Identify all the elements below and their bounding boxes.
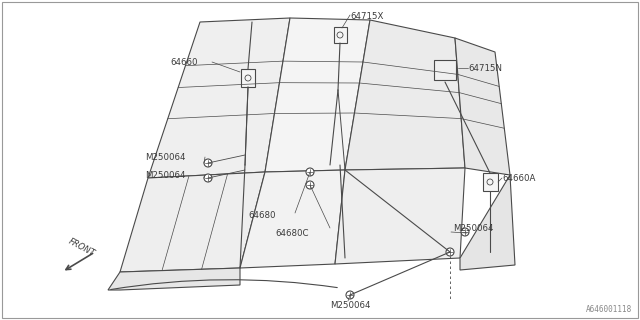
Polygon shape: [108, 268, 240, 290]
Polygon shape: [265, 18, 370, 172]
Circle shape: [204, 174, 212, 182]
Text: 64660A: 64660A: [502, 173, 536, 182]
Text: 64680C: 64680C: [275, 228, 308, 237]
Text: 64715N: 64715N: [468, 63, 502, 73]
Circle shape: [204, 159, 212, 167]
Polygon shape: [455, 38, 510, 175]
Circle shape: [446, 248, 454, 256]
Polygon shape: [120, 172, 265, 272]
Circle shape: [461, 228, 469, 236]
Circle shape: [306, 168, 314, 176]
Bar: [434, 60, 456, 80]
Text: 64660: 64660: [170, 58, 198, 67]
Text: 64715X: 64715X: [350, 12, 383, 21]
Polygon shape: [335, 168, 465, 264]
Text: 64680: 64680: [248, 211, 275, 220]
Polygon shape: [240, 170, 345, 268]
Polygon shape: [148, 18, 290, 178]
Bar: [333, 27, 346, 43]
Text: M250064: M250064: [453, 223, 493, 233]
Text: M250064: M250064: [330, 300, 371, 309]
Text: FRONT: FRONT: [67, 236, 97, 258]
Polygon shape: [345, 20, 465, 170]
Text: A646001118: A646001118: [586, 305, 632, 314]
Bar: [241, 69, 255, 87]
Circle shape: [346, 291, 354, 299]
Circle shape: [306, 181, 314, 189]
Polygon shape: [460, 175, 515, 270]
Bar: [483, 173, 497, 191]
Text: M250064: M250064: [145, 153, 186, 162]
Text: M250064: M250064: [145, 171, 186, 180]
